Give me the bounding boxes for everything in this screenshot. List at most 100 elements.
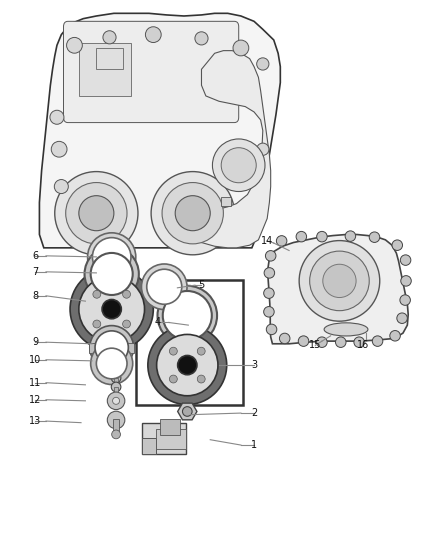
Ellipse shape (107, 411, 125, 429)
Ellipse shape (392, 240, 403, 251)
Text: 14: 14 (261, 236, 273, 246)
Text: 5: 5 (198, 280, 205, 290)
Ellipse shape (178, 356, 197, 375)
Ellipse shape (123, 290, 131, 298)
Ellipse shape (264, 306, 274, 317)
Ellipse shape (354, 337, 364, 348)
Ellipse shape (163, 291, 212, 340)
Text: 10: 10 (29, 355, 41, 365)
Ellipse shape (279, 333, 290, 344)
Ellipse shape (67, 37, 82, 53)
Ellipse shape (92, 238, 131, 276)
Bar (136, 280, 243, 405)
Ellipse shape (397, 313, 407, 324)
Ellipse shape (50, 110, 64, 124)
Ellipse shape (299, 240, 380, 321)
Ellipse shape (111, 373, 121, 383)
Ellipse shape (93, 320, 101, 328)
Bar (142, 423, 186, 454)
Ellipse shape (162, 286, 213, 337)
Text: 8: 8 (32, 291, 38, 301)
Bar (89, 343, 99, 353)
Ellipse shape (324, 323, 368, 336)
Polygon shape (193, 51, 271, 248)
Ellipse shape (157, 334, 218, 396)
Text: 2: 2 (251, 408, 257, 418)
Ellipse shape (148, 326, 227, 405)
Bar (221, 197, 231, 206)
Ellipse shape (91, 253, 133, 295)
Ellipse shape (91, 343, 133, 384)
Ellipse shape (175, 196, 210, 231)
Ellipse shape (257, 143, 269, 156)
Ellipse shape (113, 397, 120, 405)
Ellipse shape (147, 269, 182, 304)
Bar (156, 429, 186, 449)
Ellipse shape (95, 331, 128, 364)
Ellipse shape (400, 255, 411, 265)
Ellipse shape (112, 430, 120, 439)
Ellipse shape (93, 290, 101, 298)
Text: 4: 4 (155, 318, 161, 327)
Bar (114, 378, 118, 387)
Ellipse shape (123, 320, 131, 328)
Ellipse shape (151, 172, 234, 255)
Ellipse shape (197, 347, 205, 355)
Text: 7: 7 (32, 267, 38, 277)
Bar (114, 387, 118, 397)
Ellipse shape (79, 196, 114, 231)
Ellipse shape (170, 347, 177, 355)
Text: 6: 6 (32, 251, 38, 261)
Ellipse shape (212, 139, 265, 191)
Polygon shape (178, 403, 197, 420)
Ellipse shape (90, 326, 134, 369)
Ellipse shape (170, 375, 177, 383)
Text: 12: 12 (29, 395, 41, 405)
Ellipse shape (85, 247, 139, 301)
Ellipse shape (102, 300, 121, 319)
Ellipse shape (55, 172, 138, 255)
Ellipse shape (323, 264, 356, 297)
Ellipse shape (111, 382, 121, 392)
Ellipse shape (400, 295, 410, 305)
Bar (160, 419, 180, 435)
Ellipse shape (401, 276, 411, 286)
Ellipse shape (369, 232, 380, 243)
Ellipse shape (390, 330, 400, 341)
Ellipse shape (372, 336, 383, 346)
Ellipse shape (265, 251, 276, 261)
Ellipse shape (168, 293, 207, 331)
Polygon shape (39, 13, 280, 248)
Ellipse shape (310, 251, 369, 311)
Ellipse shape (197, 375, 205, 383)
Ellipse shape (145, 27, 161, 43)
Text: 13: 13 (29, 416, 41, 426)
Ellipse shape (296, 231, 307, 242)
Bar (142, 438, 156, 454)
Bar (79, 43, 131, 96)
Ellipse shape (345, 231, 356, 241)
Ellipse shape (264, 288, 274, 298)
Ellipse shape (195, 32, 208, 45)
Ellipse shape (162, 182, 223, 244)
Ellipse shape (276, 236, 287, 246)
Text: 9: 9 (32, 337, 38, 347)
Ellipse shape (221, 148, 256, 183)
Ellipse shape (70, 268, 153, 351)
Text: 16: 16 (357, 341, 370, 350)
Polygon shape (268, 235, 408, 344)
Ellipse shape (51, 141, 67, 157)
Ellipse shape (107, 392, 125, 409)
Bar (113, 419, 119, 434)
Ellipse shape (298, 336, 309, 346)
Ellipse shape (233, 40, 249, 56)
Ellipse shape (103, 31, 116, 44)
Bar (96, 48, 123, 69)
Ellipse shape (264, 268, 275, 278)
Ellipse shape (54, 180, 68, 193)
Text: 1: 1 (251, 440, 257, 450)
FancyBboxPatch shape (64, 21, 239, 123)
Bar (124, 343, 134, 353)
Text: 11: 11 (29, 378, 41, 387)
Text: 15: 15 (309, 341, 321, 350)
